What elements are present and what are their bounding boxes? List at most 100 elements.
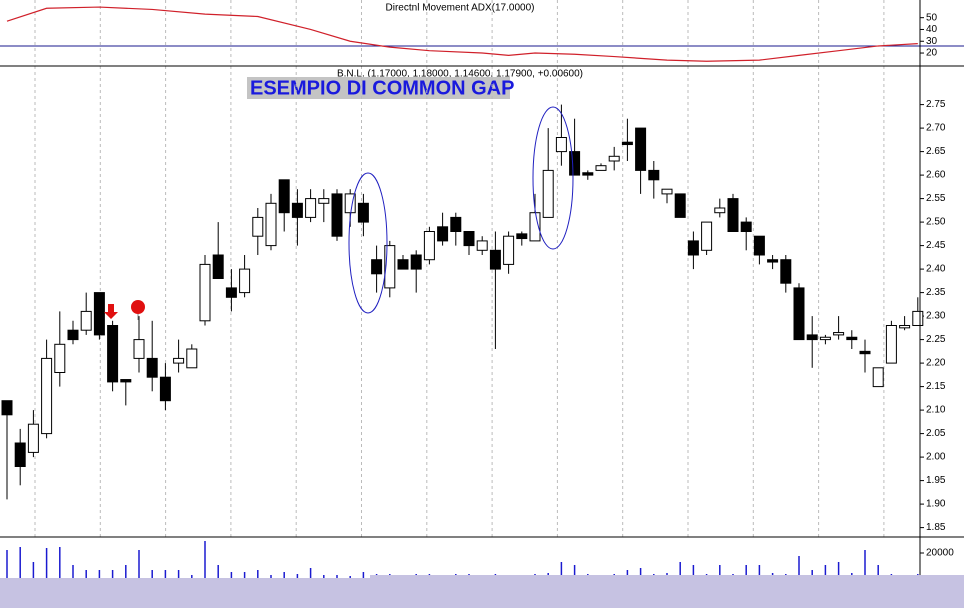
y-tick-label: 2.60 — [926, 170, 946, 181]
y-tick-label: 2.65 — [926, 146, 946, 157]
candle-body — [701, 221, 713, 251]
y-tick-label: 1.85 — [926, 522, 946, 533]
y-tick-label: 2.15 — [926, 381, 946, 392]
candle-body — [740, 221, 752, 233]
candle-body — [635, 127, 647, 171]
y-tick-label: 20 — [926, 48, 938, 59]
candle-body — [278, 179, 290, 214]
y-tick-label: 2.00 — [926, 452, 946, 463]
candle-body — [291, 202, 303, 218]
candle-body — [344, 193, 356, 214]
candle-body — [569, 151, 581, 176]
candle-body — [41, 357, 53, 435]
y-tick-label: 20000 — [926, 548, 954, 559]
candle-body — [833, 332, 845, 336]
candle-body — [621, 141, 633, 146]
y-tick-label: 2.40 — [926, 264, 946, 275]
annotation-box — [247, 77, 510, 99]
candle-body — [846, 336, 858, 341]
y-tick-label: 2.05 — [926, 428, 946, 439]
y-tick-label: 1.90 — [926, 499, 946, 510]
sell-arrow — [104, 304, 118, 319]
candle-body — [912, 310, 924, 326]
y-tick-label: 2.35 — [926, 287, 946, 298]
candle-body — [714, 207, 726, 214]
candle-body — [423, 231, 435, 261]
candle-body — [225, 287, 237, 298]
candle-body — [872, 367, 884, 388]
candle-body — [582, 172, 594, 176]
candle-body — [595, 165, 607, 171]
candle-body — [107, 325, 119, 383]
candle-body — [27, 423, 39, 453]
adx-line — [6, 6, 918, 62]
stop-sign — [131, 300, 145, 314]
candle-body — [80, 310, 92, 331]
candle-body — [67, 329, 79, 341]
candle-body — [186, 348, 198, 369]
candle-body — [159, 376, 171, 402]
y-tick-label: 2.30 — [926, 311, 946, 322]
candle-body — [173, 357, 185, 364]
price-title: B.N.L. (1.17000, 1.18000, 1.14600, 1.179… — [337, 69, 583, 80]
adx-title: Directnl Movement ADX(17.0000) — [386, 3, 535, 14]
candle-body — [767, 259, 779, 263]
candle-body — [661, 188, 673, 195]
y-tick-label: 2.20 — [926, 358, 946, 369]
candle-body — [806, 334, 818, 341]
annotation: ESEMPIO DI COMMON GAP — [250, 77, 514, 99]
candle-body — [199, 263, 211, 322]
candle-body — [212, 254, 224, 279]
candle-body — [437, 226, 449, 242]
candle-body — [885, 325, 897, 364]
candle-body — [318, 198, 330, 204]
y-tick-label: 2.55 — [926, 193, 946, 204]
candle-body — [503, 235, 515, 265]
candle-body — [899, 325, 911, 329]
y-tick-label: 30 — [926, 36, 938, 47]
candle-body — [450, 216, 462, 232]
candle-body — [793, 287, 805, 341]
candle-body — [555, 137, 567, 153]
candle-body — [252, 216, 264, 237]
candle-body — [819, 336, 831, 341]
candle-body — [93, 292, 105, 336]
gap-ellipse — [532, 106, 574, 250]
y-tick-label: 2.45 — [926, 240, 946, 251]
y-tick-label: 2.25 — [926, 334, 946, 345]
candle-body — [371, 259, 383, 275]
candle-body — [384, 245, 396, 289]
candle-body — [146, 357, 158, 378]
gap-ellipse — [348, 172, 388, 314]
candle-body — [397, 259, 409, 270]
candle-body — [753, 235, 765, 256]
status-strip — [0, 575, 964, 608]
candle-body — [265, 202, 277, 247]
candle-body — [357, 202, 369, 223]
y-tick-label: 2.70 — [926, 123, 946, 134]
candle-body — [608, 155, 620, 162]
candle-body — [463, 231, 475, 247]
candle-body — [305, 198, 317, 218]
y-tick-label: 50 — [926, 12, 938, 23]
y-tick-label: 2.50 — [926, 217, 946, 228]
candle-body — [239, 268, 251, 294]
candle-body — [727, 198, 739, 233]
candle-body — [648, 169, 660, 181]
y-tick-label: 2.75 — [926, 99, 946, 110]
y-tick-label: 2.10 — [926, 405, 946, 416]
y-tick-label: 40 — [926, 24, 938, 35]
candle-body — [542, 169, 554, 218]
candle-body — [489, 249, 501, 270]
candle-body — [687, 240, 699, 256]
candle-body — [1, 400, 13, 416]
candle-body — [410, 254, 422, 270]
candle-body — [859, 350, 871, 355]
candle-body — [120, 379, 132, 383]
y-tick-label: 1.95 — [926, 475, 946, 486]
candle-body — [674, 193, 686, 218]
candle-body — [516, 233, 528, 240]
candle-body — [476, 240, 488, 251]
candle-body — [331, 193, 343, 237]
